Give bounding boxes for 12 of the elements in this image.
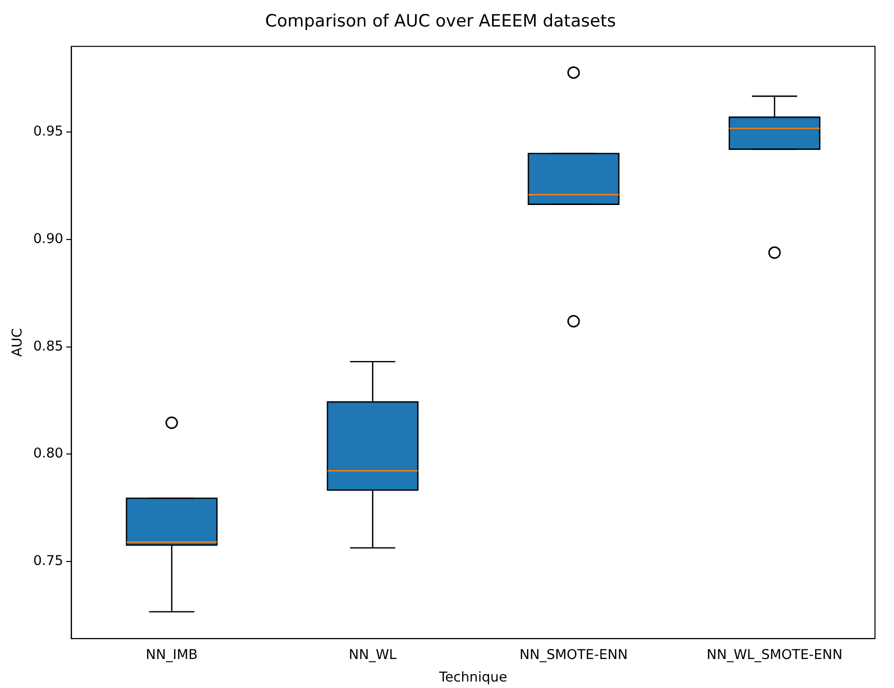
x-axis-title: Technique — [438, 669, 508, 686]
x-tick-label: NN_WL — [348, 647, 398, 664]
x-tick-label: NN_IMB — [146, 647, 198, 664]
x-tick-label: NN_SMOTE-ENN — [520, 647, 628, 664]
y-tick-label: 0.75 — [33, 552, 64, 569]
y-tick-label: 0.85 — [33, 338, 64, 354]
y-tick-label: 0.95 — [33, 124, 64, 140]
y-axis-title: AUC — [10, 328, 26, 357]
y-tick-label: 0.90 — [33, 231, 64, 248]
x-tick-label: NN_WL_SMOTE-ENN — [706, 647, 842, 664]
chart-title: Comparison of AUC over AEEEM datasets — [265, 12, 616, 32]
y-tick-label: 0.80 — [33, 446, 64, 462]
